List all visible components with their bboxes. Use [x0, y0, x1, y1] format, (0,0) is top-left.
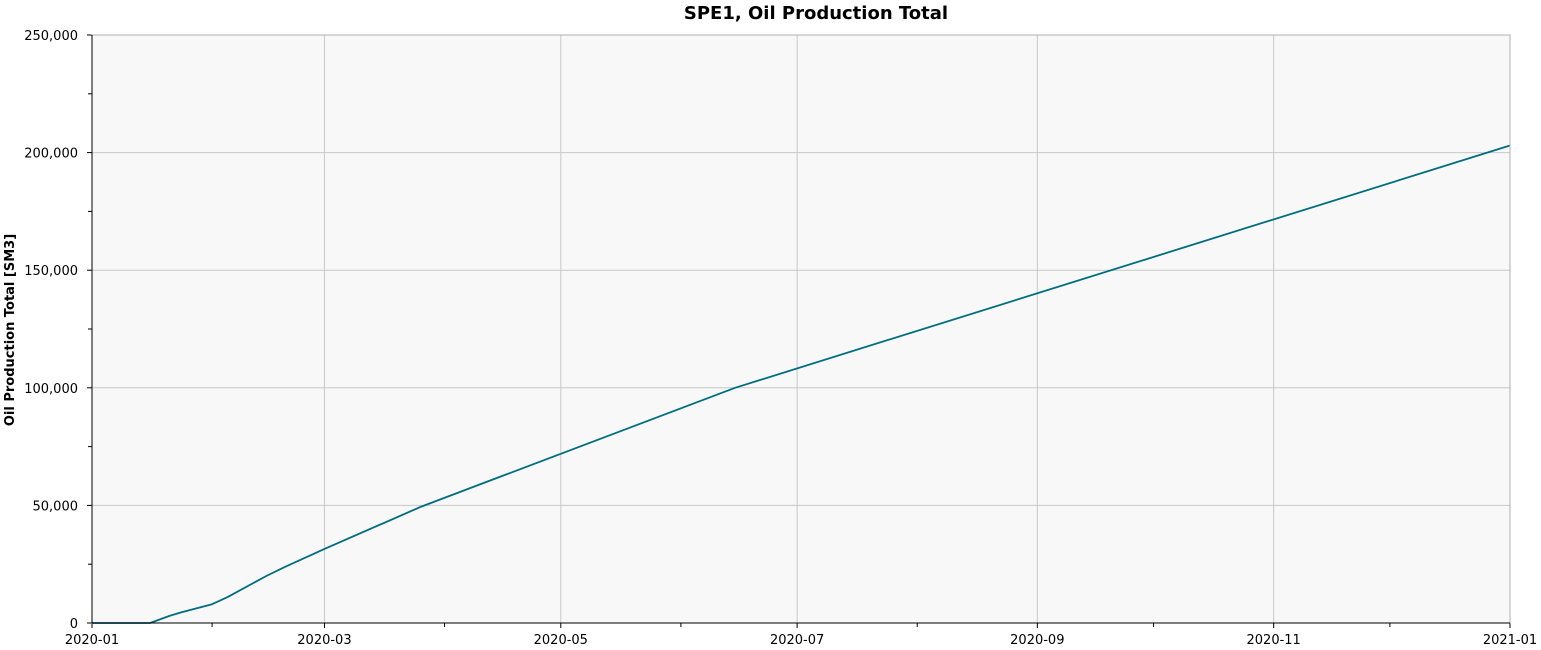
chart-title: SPE1, Oil Production Total: [684, 3, 948, 24]
plot-area: [92, 35, 1510, 623]
x-tick-label: 2020-11: [1247, 633, 1301, 648]
x-tick-label: 2020-09: [1010, 633, 1064, 648]
y-tick-label: 50,000: [33, 499, 79, 514]
y-tick-label: 150,000: [24, 264, 78, 279]
y-tick-label: 0: [70, 617, 78, 632]
x-tick-label: 2020-03: [297, 633, 351, 648]
series-layer: [92, 144, 1511, 624]
y-tick-label: 200,000: [24, 147, 78, 162]
x-tick-label: 2020-01: [65, 633, 119, 648]
axis-ticks: 2020-01 2020-03 2020-05 2020-07 2020-09 2020-…: [24, 29, 1537, 648]
x-tick-label: 2021-01: [1483, 633, 1537, 648]
series-line: [92, 144, 1511, 624]
y-tick-label: 250,000: [24, 29, 78, 44]
y-axis-label: Oil Production Total [SM3]: [3, 234, 18, 426]
x-tick-label: 2020-05: [534, 633, 588, 648]
x-tick-label: 2020-07: [770, 633, 824, 648]
y-tick-label: 100,000: [24, 382, 78, 397]
